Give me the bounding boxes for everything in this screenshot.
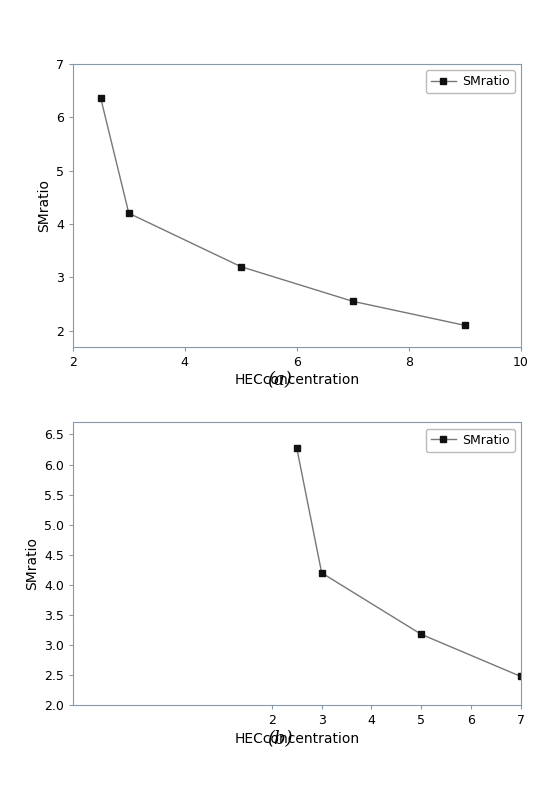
Line: SMratio: SMratio xyxy=(293,445,524,680)
SMratio xyxy=(97,94,104,104)
Y-axis label: SMratio: SMratio xyxy=(26,537,40,591)
Line: SMratio: SMratio xyxy=(97,95,468,329)
SMratio xyxy=(349,296,356,306)
SMratio xyxy=(418,630,424,639)
SMratio xyxy=(517,672,524,681)
Y-axis label: SMratio: SMratio xyxy=(38,179,52,232)
Legend: SMratio: SMratio xyxy=(426,429,515,452)
Legend: SMratio: SMratio xyxy=(426,70,515,93)
SMratio xyxy=(237,262,244,272)
SMratio xyxy=(125,209,132,218)
SMratio xyxy=(461,320,468,330)
X-axis label: HECconcentration: HECconcentration xyxy=(234,732,360,745)
SMratio xyxy=(293,443,300,453)
X-axis label: HECconcentration: HECconcentration xyxy=(234,373,360,387)
Text: (b): (b) xyxy=(267,730,293,748)
SMratio xyxy=(318,568,325,578)
Text: (a): (a) xyxy=(268,371,292,389)
